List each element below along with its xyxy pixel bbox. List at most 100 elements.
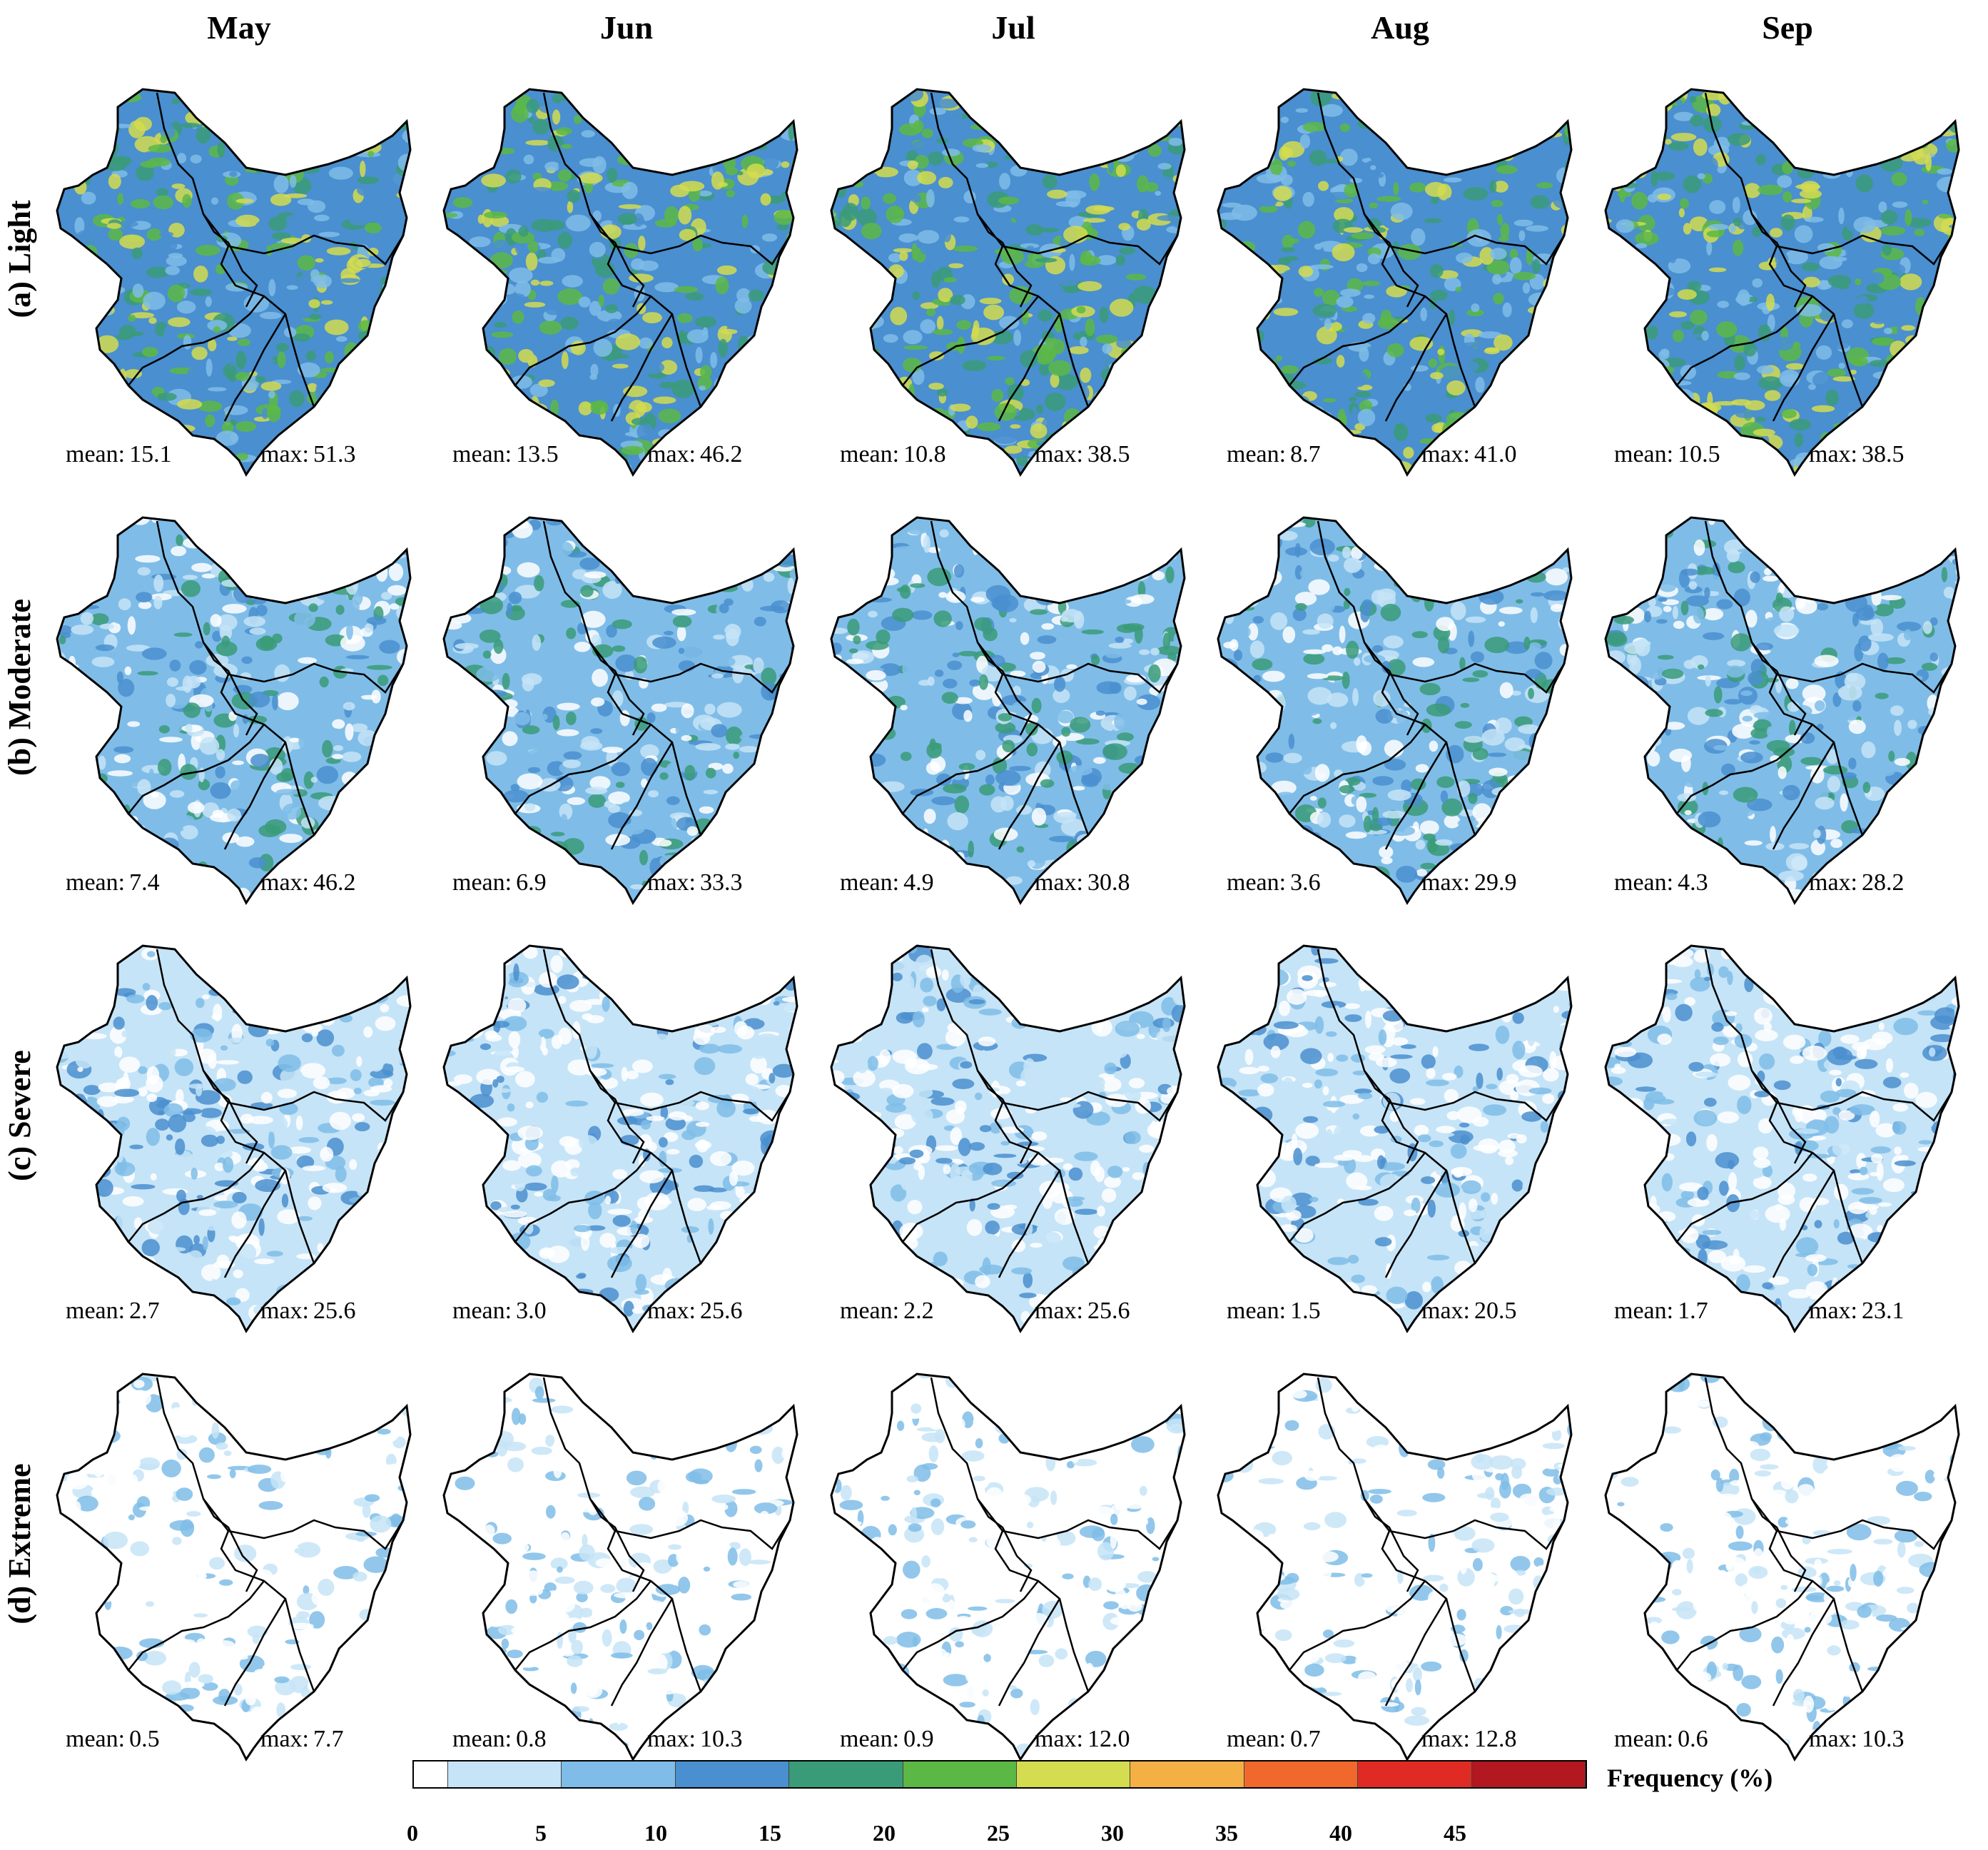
province-border	[610, 1598, 674, 1707]
province-border	[1364, 1498, 1566, 1550]
province-border	[1289, 1152, 1426, 1243]
province-border	[1768, 1530, 1864, 1692]
province-border	[994, 1102, 1090, 1264]
legend-swatch	[447, 1761, 562, 1787]
province-border	[589, 213, 791, 266]
region-outline	[442, 88, 798, 477]
province-border	[156, 1377, 258, 1592]
stat-max-value: 20.5	[1474, 1298, 1517, 1324]
stat-max-label: max:	[1809, 1726, 1857, 1752]
map-panel-light-jul	[824, 50, 1209, 478]
stat-mean: mean: 7.4	[66, 869, 160, 896]
stat-mean: mean: 3.6	[1227, 869, 1321, 896]
province-border	[1317, 1377, 1419, 1592]
region-outline	[830, 1373, 1186, 1761]
province-border	[220, 1102, 315, 1264]
stat-max: max: 38.5	[1809, 441, 1904, 468]
stat-mean: mean: 8.7	[1227, 441, 1321, 468]
province-border	[1676, 1580, 1813, 1671]
stat-mean-label: mean:	[452, 1726, 512, 1752]
province-border	[994, 1530, 1090, 1692]
legend-tick-label: 5	[535, 1820, 547, 1846]
province-border	[930, 1377, 1033, 1592]
stat-max: max: 7.7	[260, 1726, 343, 1753]
region-map	[56, 1373, 412, 1761]
province-border	[977, 1498, 1179, 1550]
region-outline	[56, 516, 412, 905]
province-border	[1381, 246, 1476, 408]
stat-mean-value: 10.8	[903, 441, 946, 467]
stat-max-label: max:	[1421, 1298, 1470, 1324]
province-border	[589, 642, 791, 694]
province-border	[930, 949, 1033, 1164]
stat-max-label: max:	[647, 1298, 696, 1324]
stat-mean-value: 0.9	[903, 1726, 934, 1752]
province-border	[1289, 724, 1426, 814]
region-outline	[1217, 516, 1573, 905]
province-border	[514, 724, 651, 814]
province-border	[994, 246, 1090, 408]
legend-swatch	[789, 1761, 903, 1787]
column-header-may: May	[207, 9, 271, 46]
province-border	[1768, 1102, 1864, 1264]
province-border	[1384, 313, 1448, 422]
stat-mean: mean: 2.2	[840, 1298, 934, 1325]
province-border	[223, 1170, 287, 1278]
color-legend	[412, 1760, 1587, 1800]
stat-max-label: max:	[1421, 869, 1470, 896]
stat-max-label: max:	[1035, 1726, 1083, 1752]
stat-max-label: max:	[260, 1726, 309, 1752]
stat-max-value: 46.2	[313, 869, 356, 896]
province-border	[902, 724, 1039, 814]
province-border	[1317, 92, 1419, 308]
stat-max-value: 12.0	[1087, 1726, 1130, 1752]
stat-max: max: 25.6	[1035, 1298, 1130, 1325]
legend-swatch	[1358, 1761, 1472, 1787]
province-border	[902, 295, 1039, 386]
region-outline	[56, 1373, 412, 1761]
province-border	[1364, 1070, 1566, 1122]
stat-max-value: 41.0	[1474, 441, 1517, 467]
province-border	[220, 674, 315, 836]
province-border	[610, 742, 674, 850]
region-map	[830, 944, 1186, 1333]
stat-mean-label: mean:	[66, 1298, 126, 1324]
column-header-jul: Jul	[991, 9, 1035, 46]
stat-max-value: 25.6	[313, 1298, 356, 1324]
province-border	[1676, 295, 1813, 386]
map-panel-severe-jun	[437, 906, 822, 1335]
region-map	[56, 88, 412, 477]
frequency-texture	[57, 1374, 410, 1759]
stat-mean-value: 15.1	[129, 441, 172, 467]
stat-mean: mean: 13.5	[452, 441, 559, 468]
stat-max-label: max:	[1421, 441, 1470, 467]
stat-mean-label: mean:	[452, 869, 512, 896]
row-label-light: (a) Light	[2, 200, 37, 318]
province-border	[1772, 1170, 1835, 1278]
stat-max-label: max:	[647, 1726, 696, 1752]
province-border	[542, 92, 645, 308]
stat-max-label: max:	[1035, 441, 1083, 467]
map-panel-severe-sep	[1598, 906, 1984, 1335]
region-map	[1604, 88, 1960, 477]
province-border	[203, 1070, 405, 1122]
province-border	[1676, 1152, 1813, 1243]
stat-mean-value: 4.3	[1678, 869, 1708, 896]
map-panel-severe-jul	[824, 906, 1209, 1335]
region-outline	[1217, 88, 1573, 477]
province-border	[514, 1152, 651, 1243]
stat-max: max: 10.3	[1809, 1726, 1904, 1753]
region-map	[1217, 944, 1573, 1333]
province-border	[1381, 1102, 1476, 1264]
stat-max-value: 51.3	[313, 441, 356, 467]
stat-max-value: 23.1	[1861, 1298, 1905, 1324]
map-panel-extreme-aug	[1211, 1335, 1596, 1763]
stat-max: max: 30.8	[1035, 869, 1130, 896]
province-border	[223, 1598, 287, 1707]
region-map	[442, 944, 798, 1333]
stat-max-value: 38.5	[1861, 441, 1905, 467]
region-outline	[1604, 516, 1960, 905]
province-border	[128, 724, 265, 814]
province-border	[930, 92, 1033, 308]
province-border	[203, 642, 405, 694]
